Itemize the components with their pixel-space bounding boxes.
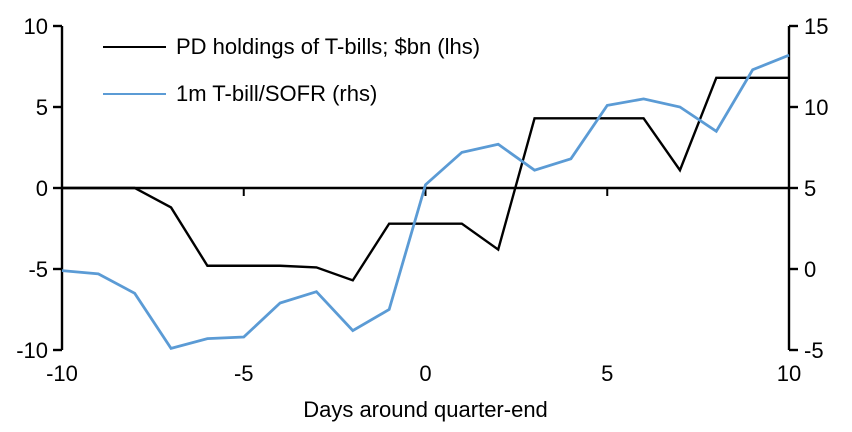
right-axis-tick-label: 5: [804, 176, 816, 201]
right-axis-tick-label: 10: [804, 95, 828, 120]
legend-item-tbill-sofr: 1m T-bill/SOFR (rhs): [103, 80, 480, 108]
left-axis-tick-label: 0: [36, 176, 48, 201]
tbill-sofr-line-swatch: [103, 93, 166, 95]
right-axis-tick-label: 0: [804, 257, 816, 282]
tbill-sofr-line: [61, 53, 790, 350]
left-axis-tick-label: -10: [16, 338, 48, 363]
legend-label-pd-holdings: PD holdings of T-bills; $bn (lhs): [176, 34, 481, 59]
pd-holdings-line-swatch: [103, 46, 166, 48]
legend: PD holdings of T-bills; $bn (lhs) 1m T-b…: [103, 33, 480, 108]
x-axis-tick-label: 5: [601, 361, 613, 386]
right-axis-tick-label: -5: [804, 338, 824, 363]
left-axis-tick-label: 10: [24, 14, 48, 39]
legend-item-pd-holdings: PD holdings of T-bills; $bn (lhs): [103, 33, 480, 61]
x-axis-tick-label: -5: [234, 361, 254, 386]
x-axis-tick-label: 10: [777, 361, 801, 386]
x-axis-tick-label: 0: [419, 361, 431, 386]
left-axis-tick-label: -5: [28, 257, 48, 282]
left-axis-tick-label: 5: [36, 95, 48, 120]
pd-holdings-line: [62, 76, 789, 282]
legend-label-tbill-sofr: 1m T-bill/SOFR (rhs): [176, 81, 378, 106]
x-axis-tick-label: -10: [46, 361, 78, 386]
right-axis-tick-label: 15: [804, 14, 828, 39]
x-axis-title: Days around quarter-end: [303, 397, 548, 422]
